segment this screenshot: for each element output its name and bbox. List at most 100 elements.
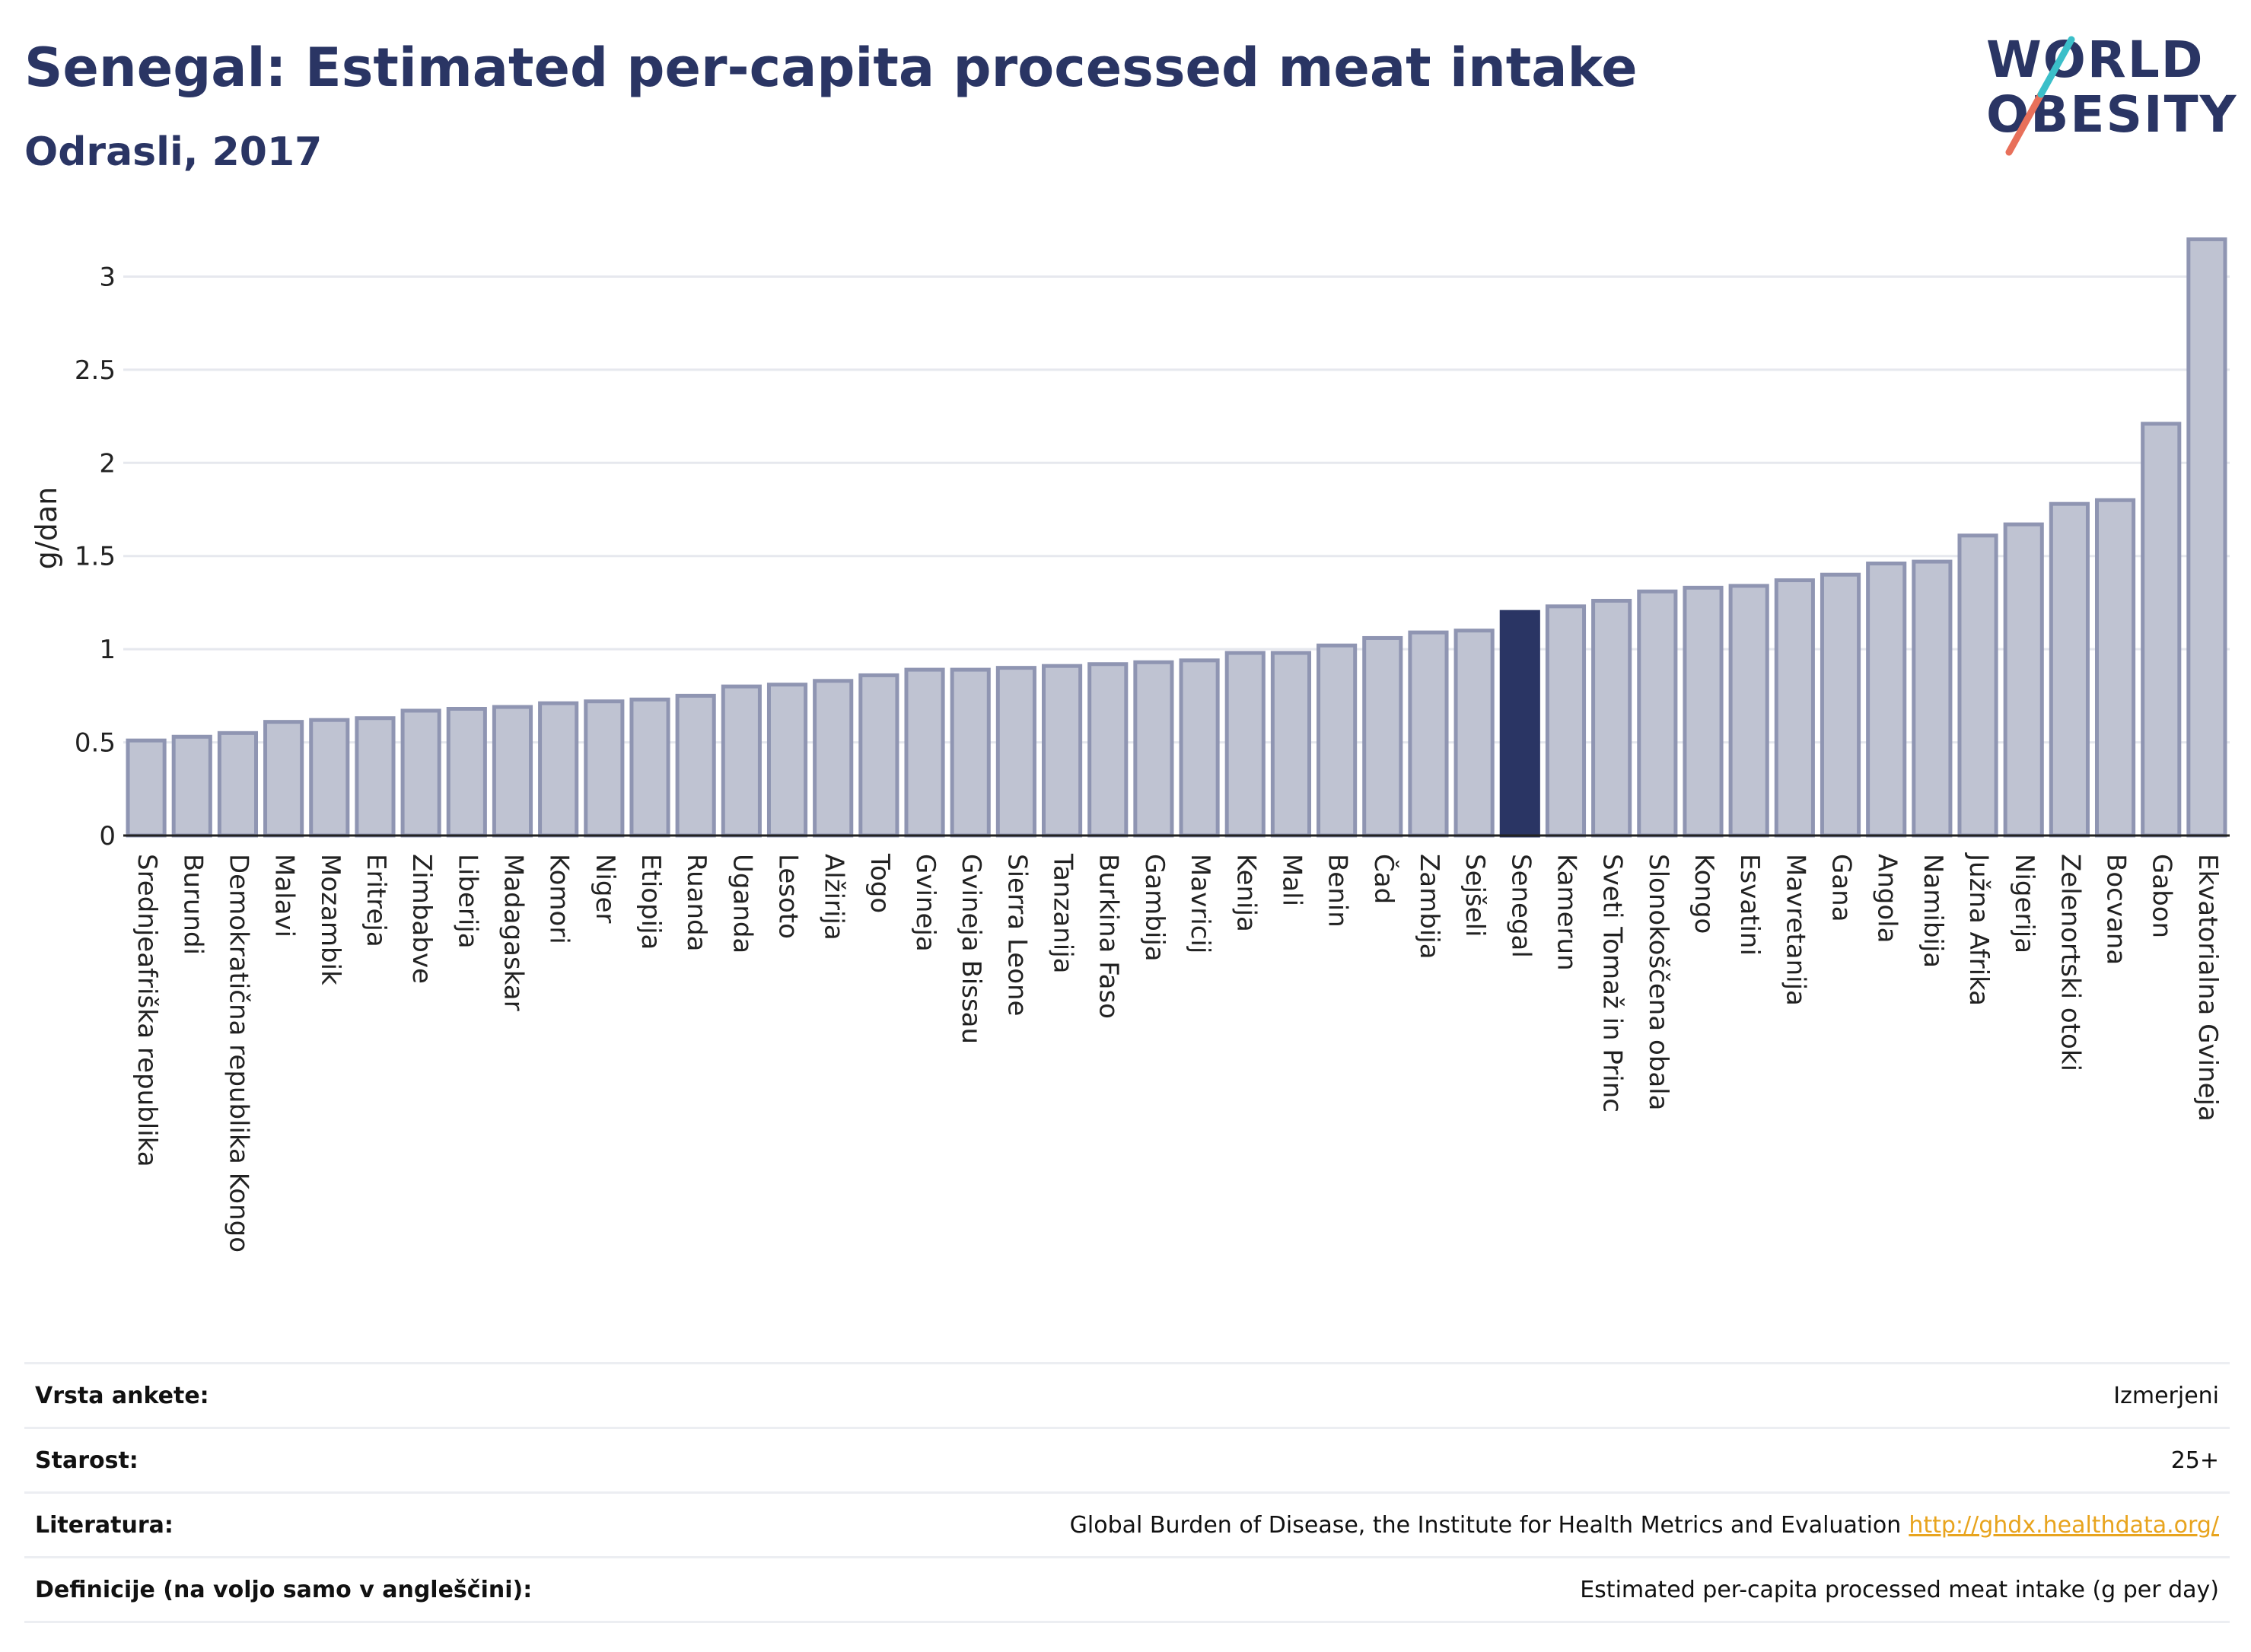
y-tick-label: 0.5: [75, 728, 116, 759]
bar: [1728, 584, 1769, 838]
y-tick-label: 2.5: [75, 355, 116, 386]
x-category-label: Niger: [590, 854, 620, 923]
literature-link[interactable]: http://ghdx.healthdata.org/: [1909, 1511, 2219, 1539]
bar: [217, 731, 259, 838]
y-axis-title: g/dan: [30, 487, 63, 569]
x-category-label: Kongo: [1689, 854, 1719, 934]
y-tick-label: 1: [99, 635, 116, 665]
x-category-label: Južna Afrika: [1963, 852, 1994, 1006]
bar: [1957, 533, 1998, 838]
x-category-label: Komori: [544, 854, 575, 944]
bar: [1637, 589, 1678, 838]
x-category-label: Senegal: [1505, 854, 1536, 958]
x-category-label: Lesoto: [773, 854, 804, 939]
literature-source-text: Global Burden of Disease, the Institute …: [1069, 1511, 1902, 1539]
info-value-literature: Global Burden of Disease, the Institute …: [1070, 1512, 2230, 1539]
x-category-label: Eritreja: [361, 854, 391, 947]
bar: [721, 684, 762, 838]
x-category-label: Zelenortski otoki: [2055, 854, 2085, 1071]
info-key-definition: Definicije (na voljo samo v angleščini):: [35, 1576, 533, 1603]
chart-subtitle: Odrasli, 2017: [24, 129, 323, 175]
x-category-label: Liberija: [452, 854, 482, 949]
info-value-definition: Estimated per-capita processed meat inta…: [1580, 1576, 2219, 1603]
bar: [400, 708, 441, 838]
x-category-label: Tanzanija: [1048, 853, 1078, 973]
x-category-label: Uganda: [727, 854, 757, 953]
bar: [1041, 664, 1083, 838]
bar: [1133, 660, 1174, 838]
x-category-label: Benin: [1323, 854, 1353, 928]
x-category-label: Slonokoščena obala: [1643, 854, 1673, 1110]
x-category-label: Demokratična republika Kongo: [223, 854, 253, 1253]
bar: [1224, 651, 1266, 838]
bar: [813, 679, 854, 838]
bar-highlight: [1499, 610, 1540, 838]
x-category-label: Srednjeafriška republika: [132, 854, 162, 1167]
bar: [355, 716, 396, 838]
bar: [1179, 658, 1220, 838]
x-category-label: Madagaskar: [498, 854, 528, 1011]
x-category-label: Mavretanija: [1780, 854, 1810, 1006]
bar: [995, 666, 1036, 838]
bar-chart: 0 0.5 1 1.5 2 2.5 3 g/dan Srednjeafriška republi…: [30, 237, 2230, 1253]
bar: [309, 718, 350, 838]
x-category-label: Zambija: [1414, 854, 1444, 960]
bar: [1545, 604, 1587, 838]
bar: [1317, 643, 1358, 838]
bar: [1453, 629, 1495, 838]
x-category-label: Nigerija: [2009, 854, 2039, 953]
info-key-survey: Vrsta ankete:: [35, 1382, 209, 1409]
bar: [584, 699, 625, 838]
world-obesity-logo[interactable]: WORLD OBESITY: [1986, 30, 2236, 160]
bar: [171, 734, 212, 838]
bar: [126, 738, 167, 838]
bar: [263, 720, 304, 838]
logo-slash-icon: [2005, 36, 2075, 156]
x-category-label: Kenija: [1231, 854, 1261, 932]
bar: [629, 697, 670, 838]
bar: [1408, 630, 1449, 838]
chart-title: Senegal: Estimated per-capita processed …: [24, 37, 1638, 99]
x-category-label: Sejšeli: [1460, 854, 1490, 937]
x-category-label: Čad: [1368, 854, 1399, 904]
bar: [1820, 572, 1861, 838]
x-category-label: Mozambik: [315, 854, 345, 985]
bar: [1912, 559, 1953, 838]
x-category-label: Angola: [1872, 854, 1902, 943]
bar: [2141, 422, 2182, 838]
x-category-label: Mavricij: [1185, 854, 1215, 953]
bar: [1774, 578, 1815, 838]
y-tick-label: 2: [99, 448, 116, 479]
x-category-label: Gana: [1826, 854, 1857, 922]
x-category-label: Sierra Leone: [1001, 854, 1032, 1016]
x-category-label: Mali: [1276, 854, 1307, 906]
x-category-label: Burkina Faso: [1094, 854, 1124, 1019]
x-category-label: Namibija: [1918, 854, 1948, 968]
info-row-literature: Literatura: Global Burden of Disease, th…: [24, 1491, 2230, 1556]
bar: [1866, 562, 1907, 838]
x-category-label: Burundi: [177, 854, 208, 955]
bar: [446, 707, 487, 838]
y-tick-label: 0: [99, 821, 116, 851]
bar: [1087, 662, 1129, 838]
info-value-age: 25+: [2170, 1447, 2219, 1474]
x-category-label: Gabon: [2147, 854, 2177, 938]
info-key-age: Starost:: [35, 1447, 138, 1474]
info-key-literature: Literatura:: [35, 1511, 174, 1539]
x-category-label: Gvineja Bissau: [956, 854, 986, 1044]
bar: [904, 667, 945, 838]
x-category-label: Alžirija: [819, 854, 849, 941]
info-row-definition: Definicije (na voljo samo v angleščini):…: [24, 1556, 2230, 1623]
bar: [492, 705, 533, 838]
info-row-age: Starost: 25+: [24, 1427, 2230, 1491]
bar: [538, 701, 579, 838]
bar: [1683, 585, 1724, 838]
bar: [858, 673, 899, 838]
bar: [1362, 635, 1403, 838]
logo-line1: WORLD: [1986, 30, 2205, 89]
bar: [2186, 237, 2227, 838]
bar: [1270, 651, 1312, 838]
x-category-label: Etiopija: [635, 854, 666, 950]
x-category-label: Zimbabve: [406, 854, 437, 984]
x-category-label: Malavi: [269, 854, 300, 937]
